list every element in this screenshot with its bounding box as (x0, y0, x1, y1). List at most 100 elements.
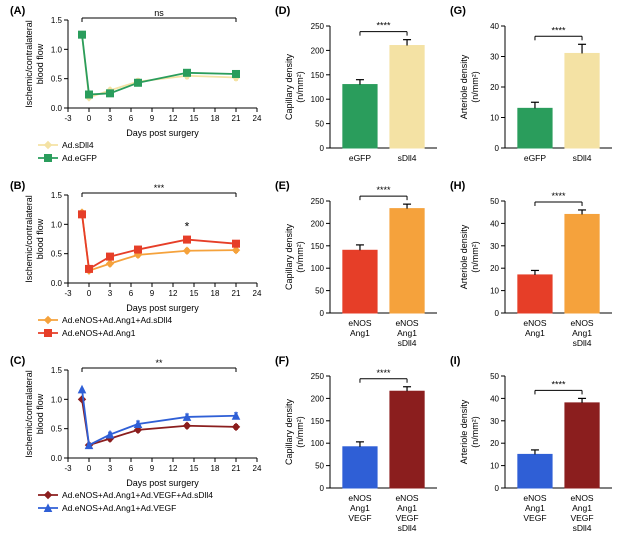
svg-text:****: **** (376, 185, 391, 195)
svg-text:eNOS: eNOS (348, 318, 371, 328)
svg-text:0.0: 0.0 (51, 454, 63, 463)
svg-text:100: 100 (311, 439, 325, 448)
svg-text:24: 24 (253, 289, 262, 298)
svg-text:eGFP: eGFP (349, 153, 372, 163)
svg-text:Ad.eNOS+Ad.Ang1+Ad.VEGF: Ad.eNOS+Ad.Ang1+Ad.VEGF (62, 503, 176, 513)
svg-text:Ad.eGFP: Ad.eGFP (62, 153, 97, 163)
svg-text:40: 40 (490, 219, 499, 228)
svg-text:1.5: 1.5 (51, 191, 63, 200)
svg-text:0.0: 0.0 (51, 104, 63, 113)
svg-text:Ang1: Ang1 (397, 503, 417, 513)
svg-text:(n/mm²): (n/mm²) (470, 241, 480, 273)
svg-text:100: 100 (311, 95, 325, 104)
svg-text:0: 0 (87, 114, 92, 123)
svg-text:Ad.eNOS+Ad.Ang1+Ad.sDll4: Ad.eNOS+Ad.Ang1+Ad.sDll4 (62, 315, 172, 325)
svg-text:****: **** (551, 191, 566, 201)
svg-text:250: 250 (311, 372, 325, 381)
svg-text:40: 40 (490, 22, 499, 31)
svg-text:20: 20 (490, 83, 499, 92)
svg-text:1.5: 1.5 (51, 366, 63, 375)
svg-text:Days post surgery: Days post surgery (126, 303, 199, 313)
svg-text:0: 0 (87, 464, 92, 473)
svg-text:9: 9 (150, 464, 155, 473)
svg-text:eNOS: eNOS (395, 493, 418, 503)
svg-text:(n/mm²): (n/mm²) (470, 416, 480, 448)
svg-text:eNOS: eNOS (395, 318, 418, 328)
svg-text:blood flow: blood flow (35, 43, 45, 84)
svg-text:****: **** (376, 368, 391, 378)
line-chart-A: 0.00.51.01.5-303691215182124Ischemic/con… (20, 8, 265, 178)
svg-text:Days post surgery: Days post surgery (126, 128, 199, 138)
svg-text:0: 0 (320, 144, 325, 153)
svg-text:0: 0 (495, 309, 500, 318)
svg-text:eNOS: eNOS (523, 318, 546, 328)
svg-text:150: 150 (311, 417, 325, 426)
svg-text:Ang1: Ang1 (525, 503, 545, 513)
svg-text:0: 0 (87, 289, 92, 298)
svg-text:18: 18 (211, 464, 220, 473)
svg-text:Arteriole density: Arteriole density (459, 224, 469, 289)
svg-text:blood flow: blood flow (35, 393, 45, 434)
svg-text:eNOS: eNOS (570, 493, 593, 503)
svg-text:24: 24 (253, 114, 262, 123)
svg-text:Ang1: Ang1 (350, 328, 370, 338)
svg-text:(n/mm²): (n/mm²) (295, 71, 305, 103)
svg-text:(n/mm²): (n/mm²) (295, 416, 305, 448)
svg-text:50: 50 (315, 287, 324, 296)
svg-text:sDll4: sDll4 (398, 153, 417, 163)
bar-chart-I: 01020304050Arteriole density(n/mm²)eNOSA… (455, 358, 620, 543)
svg-text:****: **** (551, 25, 566, 35)
svg-text:-3: -3 (64, 289, 72, 298)
svg-text:0: 0 (495, 484, 500, 493)
svg-text:-3: -3 (64, 114, 72, 123)
svg-text:6: 6 (129, 114, 134, 123)
bar-chart-H: 01020304050Arteriole density(n/mm²)eNOSA… (455, 183, 620, 353)
svg-text:30: 30 (490, 53, 499, 62)
svg-text:sDll4: sDll4 (573, 153, 592, 163)
svg-text:blood flow: blood flow (35, 218, 45, 259)
svg-text:50: 50 (315, 120, 324, 129)
svg-text:0: 0 (495, 144, 500, 153)
svg-text:200: 200 (311, 46, 325, 55)
svg-text:12: 12 (169, 464, 178, 473)
svg-text:VEGF: VEGF (395, 513, 418, 523)
svg-text:1.5: 1.5 (51, 16, 63, 25)
svg-text:0.5: 0.5 (51, 250, 63, 259)
svg-text:150: 150 (311, 71, 325, 80)
svg-text:9: 9 (150, 114, 155, 123)
svg-text:sDll4: sDll4 (398, 523, 417, 533)
svg-text:ns: ns (154, 8, 164, 18)
svg-text:Arteriole density: Arteriole density (459, 54, 469, 119)
svg-text:(n/mm²): (n/mm²) (470, 71, 480, 103)
svg-text:1.0: 1.0 (51, 45, 63, 54)
svg-text:15: 15 (190, 464, 199, 473)
svg-text:Capillary density: Capillary density (284, 223, 294, 290)
svg-text:sDll4: sDll4 (573, 523, 592, 533)
svg-text:3: 3 (108, 464, 113, 473)
bar-chart-E: 050100150200250Capillary density(n/mm²)e… (280, 183, 445, 353)
svg-text:Ang1: Ang1 (572, 328, 592, 338)
svg-text:50: 50 (490, 372, 499, 381)
svg-text:VEGF: VEGF (523, 513, 546, 523)
svg-text:3: 3 (108, 114, 113, 123)
svg-text:Ad.eNOS+Ad.Ang1: Ad.eNOS+Ad.Ang1 (62, 328, 136, 338)
svg-text:15: 15 (190, 114, 199, 123)
svg-text:Ang1: Ang1 (525, 328, 545, 338)
svg-text:150: 150 (311, 242, 325, 251)
svg-text:Ischemic/contralateral: Ischemic/contralateral (24, 195, 34, 283)
line-chart-B: 0.00.51.01.5-303691215182124Ischemic/con… (20, 183, 265, 353)
svg-text:sDll4: sDll4 (573, 338, 592, 348)
svg-text:0.5: 0.5 (51, 75, 63, 84)
svg-text:20: 20 (490, 264, 499, 273)
svg-text:9: 9 (150, 289, 155, 298)
svg-text:40: 40 (490, 394, 499, 403)
svg-text:1.0: 1.0 (51, 395, 63, 404)
svg-text:20: 20 (490, 439, 499, 448)
svg-text:****: **** (376, 21, 391, 31)
svg-text:50: 50 (490, 197, 499, 206)
svg-text:10: 10 (490, 114, 499, 123)
bar-chart-G: 010203040Arteriole density(n/mm²)eGFPsDl… (455, 8, 620, 178)
svg-text:Ischemic/contralateral: Ischemic/contralateral (24, 20, 34, 108)
svg-text:200: 200 (311, 219, 325, 228)
svg-text:18: 18 (211, 114, 220, 123)
